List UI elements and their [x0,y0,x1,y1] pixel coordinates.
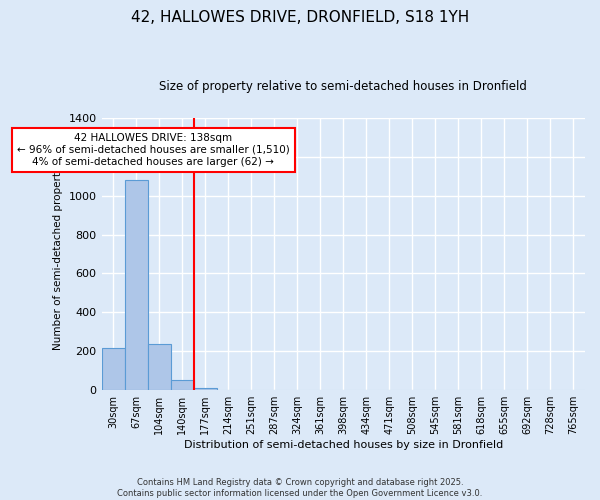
Bar [148,344,170,390]
Bar [101,348,125,390]
Text: Contains HM Land Registry data © Crown copyright and database right 2025.
Contai: Contains HM Land Registry data © Crown c… [118,478,482,498]
Text: 42, HALLOWES DRIVE, DRONFIELD, S18 1YH: 42, HALLOWES DRIVE, DRONFIELD, S18 1YH [131,10,469,25]
Bar [170,380,194,390]
Bar [125,180,148,390]
X-axis label: Distribution of semi-detached houses by size in Dronfield: Distribution of semi-detached houses by … [184,440,503,450]
Title: Size of property relative to semi-detached houses in Dronfield: Size of property relative to semi-detach… [160,80,527,93]
Text: 42 HALLOWES DRIVE: 138sqm
← 96% of semi-detached houses are smaller (1,510)
4% o: 42 HALLOWES DRIVE: 138sqm ← 96% of semi-… [17,134,290,166]
Y-axis label: Number of semi-detached properties: Number of semi-detached properties [53,158,63,350]
Bar [194,388,217,390]
